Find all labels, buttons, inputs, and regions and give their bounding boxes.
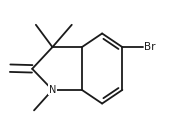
- Text: N: N: [49, 85, 56, 95]
- Text: Br: Br: [144, 42, 156, 52]
